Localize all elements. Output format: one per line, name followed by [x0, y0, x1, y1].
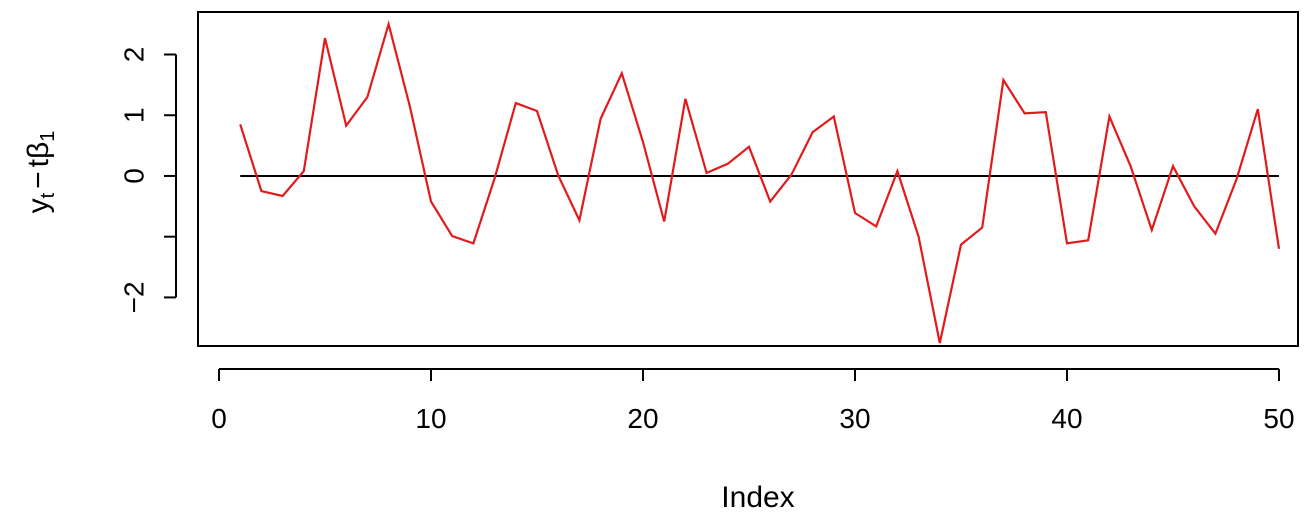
y-tick-label: 1 [119, 107, 150, 123]
y-axis: −2 0 1 2 [119, 47, 177, 313]
y-label-prefix: y [22, 198, 55, 213]
x-tick-label: 50 [1263, 403, 1294, 434]
y-label-beta: β [22, 142, 55, 159]
plot-frame [197, 11, 1299, 347]
y-label-t: t [22, 158, 55, 167]
x-tick-label: 0 [211, 403, 227, 434]
x-axis: 0 10 20 30 40 50 [211, 368, 1295, 434]
y-label-minus: − [22, 171, 55, 189]
y-tick-label: 0 [119, 168, 150, 184]
y-axis-label: yt−tβ1 [22, 131, 59, 214]
y-label-prefix-subscript: t [37, 192, 59, 198]
y-tick-label: −2 [119, 281, 150, 313]
series-line [239, 19, 1281, 344]
x-tick-label: 40 [1051, 403, 1082, 434]
series-group [239, 19, 1281, 344]
x-axis-label: Index [721, 481, 794, 514]
x-tick-label: 30 [839, 403, 870, 434]
x-tick-label: 10 [415, 403, 446, 434]
x-tick-label: 20 [627, 403, 658, 434]
y-label-beta-subscript: 1 [37, 131, 59, 142]
y-tick-label: 2 [119, 47, 150, 63]
